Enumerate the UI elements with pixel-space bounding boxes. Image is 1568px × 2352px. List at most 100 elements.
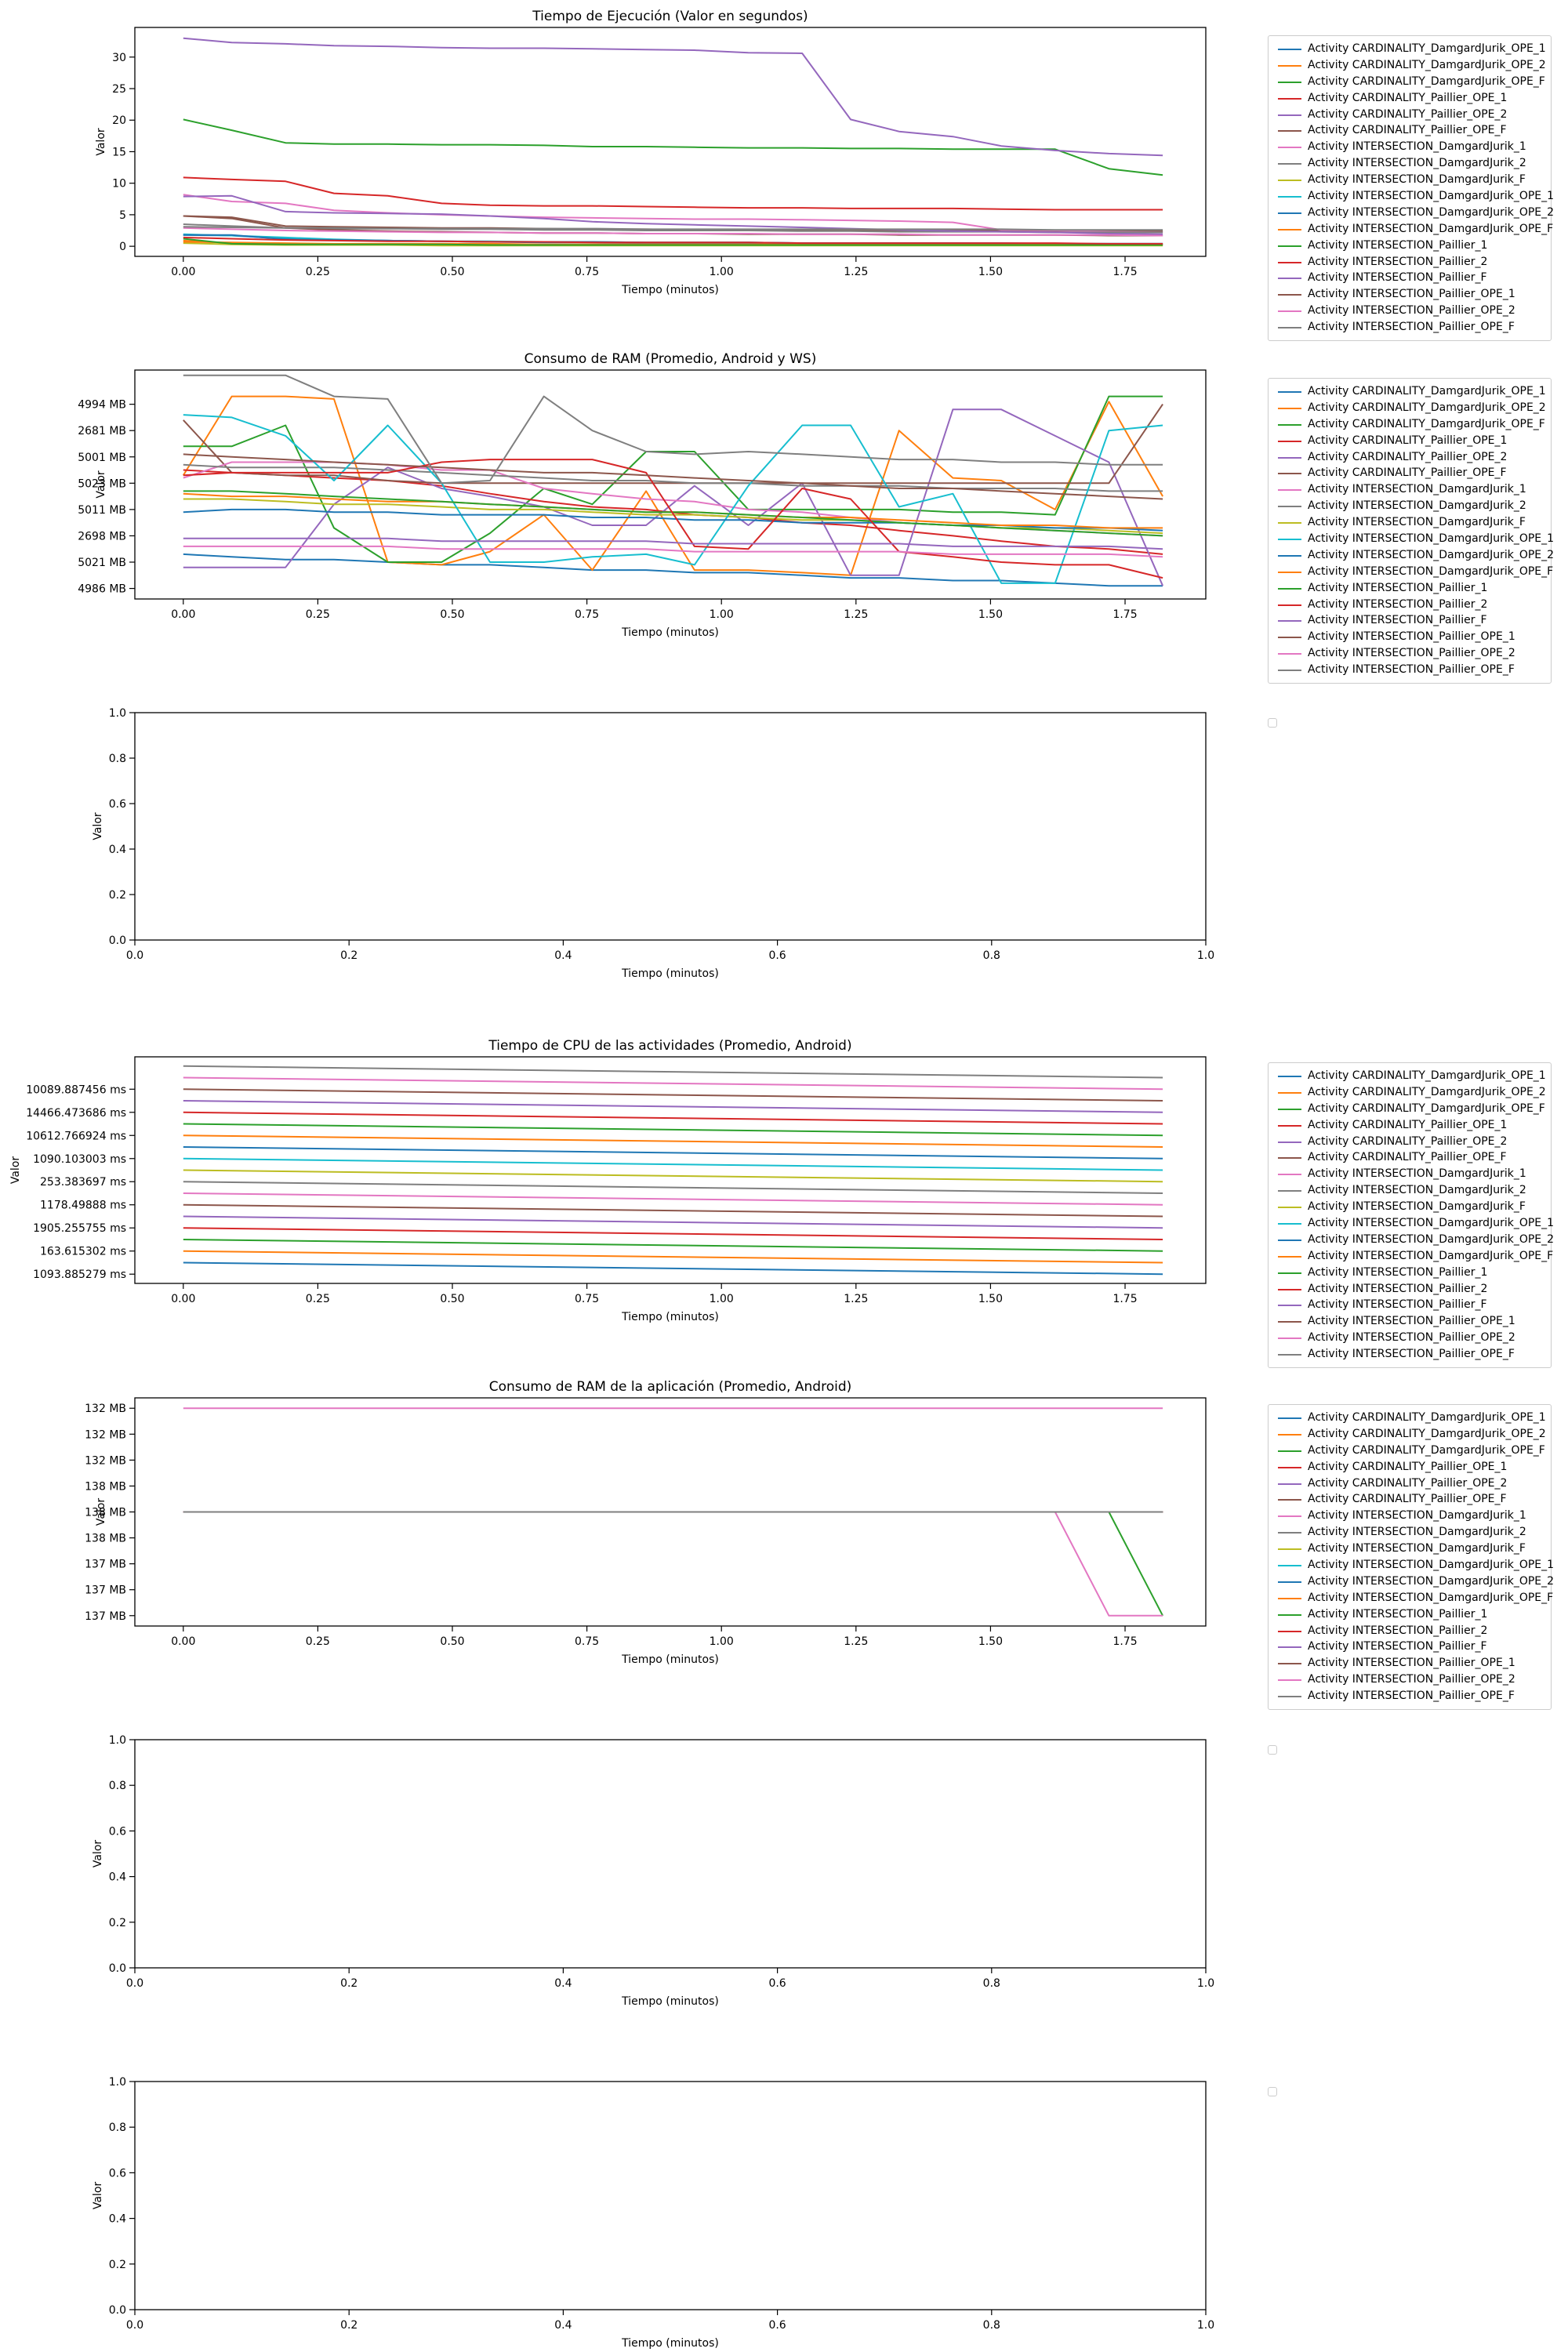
legend-item: Activity CARDINALITY_Paillier_OPE_1	[1269, 433, 1551, 449]
legend-swatch	[1278, 1532, 1301, 1534]
legend-item: Activity CARDINALITY_Paillier_OPE_1	[1269, 90, 1551, 107]
legend-label: Activity INTERSECTION_DamgardJurik_F	[1308, 1200, 1526, 1214]
legend-label: Activity CARDINALITY_DamgardJurik_OPE_2	[1308, 58, 1546, 71]
series-line	[183, 118, 1163, 176]
legend-label: Activity INTERSECTION_Paillier_F	[1308, 1298, 1487, 1312]
y-tick-label: 0.8	[109, 2122, 126, 2134]
legend-item: Activity CARDINALITY_Paillier_OPE_2	[1269, 449, 1551, 466]
x-tick-label: 1.50	[978, 608, 1003, 621]
legend-item: Activity INTERSECTION_DamgardJurik_OPE_1	[1269, 1215, 1554, 1232]
legend-swatch	[1278, 228, 1301, 230]
legend-item: Activity CARDINALITY_DamgardJurik_OPE_2	[1269, 1426, 1551, 1443]
series-line	[183, 408, 1164, 586]
legend-swatch	[1278, 407, 1301, 409]
legend-swatch	[1278, 1108, 1301, 1110]
x-axis-label: Tiempo (minutos)	[621, 1995, 719, 2008]
legend-item: Activity INTERSECTION_Paillier_OPE_1	[1269, 1655, 1551, 1671]
legend-label: Activity INTERSECTION_Paillier_OPE_1	[1308, 1315, 1515, 1328]
legend-item: Activity CARDINALITY_Paillier_OPE_2	[1269, 1475, 1551, 1492]
legend-label: Activity INTERSECTION_Paillier_1	[1308, 1265, 1488, 1279]
legend-label: Activity INTERSECTION_Paillier_2	[1308, 1282, 1488, 1295]
y-tick-label: 15	[112, 146, 126, 158]
legend-swatch	[1278, 1272, 1301, 1274]
series-line	[183, 492, 1163, 529]
y-tick-label: 0.0	[109, 935, 126, 947]
legend-item: Activity CARDINALITY_DamgardJurik_OPE_F	[1269, 416, 1551, 433]
legend-label: Activity CARDINALITY_DamgardJurik_OPE_F	[1308, 417, 1545, 430]
x-tick-label: 1.00	[710, 266, 734, 278]
legend-label: Activity INTERSECTION_Paillier_OPE_2	[1308, 647, 1515, 660]
chart-title: Tiempo de Ejecución (Valor en segundos)	[532, 9, 808, 24]
legend-swatch	[1278, 1450, 1301, 1452]
series-line	[183, 553, 1163, 587]
y-axis-label: Valor	[95, 128, 107, 156]
x-tick-label: 0.75	[575, 266, 599, 278]
legend-label: Activity INTERSECTION_DamgardJurik_OPE_2	[1308, 205, 1555, 219]
chart-3: 0.00 0.25 0.50 0.75 1.00 1.25 1.50 1.75 1093.885…	[9, 1038, 1207, 1323]
y-tick-label: 0.2	[109, 2259, 126, 2271]
series-line	[183, 226, 1163, 231]
legend-swatch	[1278, 130, 1301, 132]
axes-frame	[134, 1739, 1207, 1969]
x-tick-label: 1.00	[710, 1293, 734, 1305]
y-tick-label: 1.0	[109, 1734, 126, 1747]
legend-label: Activity INTERSECTION_Paillier_2	[1308, 255, 1488, 268]
legend-item: Activity INTERSECTION_DamgardJurik_OPE_2	[1269, 205, 1555, 221]
legend-item: Activity INTERSECTION_Paillier_OPE_2	[1269, 1330, 1551, 1346]
legend-item: Activity CARDINALITY_Paillier_OPE_1	[1269, 1117, 1551, 1134]
series-line	[182, 395, 1163, 576]
y-tick-label: 10	[112, 178, 126, 191]
y-tick-label: 0.6	[109, 798, 126, 811]
y-axis-label: Valor	[92, 812, 104, 840]
legend-item: Activity INTERSECTION_DamgardJurik_2	[1269, 1524, 1551, 1541]
legend-swatch	[1278, 653, 1301, 655]
x-tick-label: 0.4	[554, 949, 572, 962]
legend-swatch	[1278, 1091, 1301, 1094]
legend-label: Activity CARDINALITY_Paillier_OPE_F	[1308, 466, 1507, 480]
legend-item: Activity INTERSECTION_DamgardJurik_OPE_2	[1269, 1573, 1554, 1590]
x-tick-label: 1.0	[1197, 2319, 1214, 2332]
y-tick-label: 0.2	[109, 889, 126, 902]
legend-swatch	[1278, 147, 1301, 149]
legend-item: Activity INTERSECTION_DamgardJurik_F	[1269, 514, 1551, 531]
legend-item: Activity INTERSECTION_Paillier_OPE_F	[1269, 1688, 1551, 1704]
legend-swatch	[1278, 539, 1301, 541]
legend-label: Activity CARDINALITY_DamgardJurik_OPE_F	[1308, 74, 1545, 88]
legend-item: Activity INTERSECTION_Paillier_1	[1269, 1265, 1551, 1281]
series-line	[183, 227, 1163, 237]
legend-label: Activity CARDINALITY_Paillier_OPE_1	[1308, 1118, 1508, 1131]
legend-item: Activity CARDINALITY_DamgardJurik_OPE_1	[1269, 1410, 1551, 1426]
legend	[1268, 2087, 1277, 2096]
legend-label: Activity INTERSECTION_DamgardJurik_OPE_F	[1308, 564, 1554, 578]
y-tick-label: 132 MB	[85, 1428, 126, 1441]
x-tick-label: 1.25	[844, 1293, 868, 1305]
legend-item: Activity INTERSECTION_Paillier_OPE_F	[1269, 1346, 1551, 1363]
legend-swatch	[1278, 1076, 1301, 1077]
legend-swatch	[1278, 1124, 1301, 1127]
legend-swatch	[1278, 1157, 1301, 1160]
x-tick-label: 1.75	[1112, 266, 1137, 278]
legend-item: Activity INTERSECTION_DamgardJurik_OPE_1	[1269, 1557, 1554, 1573]
x-tick-label: 0.25	[306, 266, 330, 278]
series-line	[183, 176, 1163, 211]
chart-6: 0.0 0.2 0.4 0.6 0.8 1.0 0.0 0.2 0.4 0.6 0.8 1.0 Tiem…	[92, 2076, 1214, 2350]
legend-item: Activity INTERSECTION_DamgardJurik_OPE_2	[1269, 547, 1554, 564]
x-tick-label: 0.8	[983, 1977, 1000, 1990]
legend-swatch	[1278, 1305, 1301, 1307]
y-tick-label: 1.0	[109, 2076, 126, 2089]
series-line	[183, 545, 1163, 558]
series-line	[183, 1511, 1163, 1617]
legend-item: Activity CARDINALITY_DamgardJurik_OPE_1	[1269, 383, 1551, 400]
legend-swatch	[1278, 604, 1301, 606]
y-axis-label: Valor	[92, 1840, 104, 1868]
chart-title: Tiempo de CPU de las actividades (Promed…	[488, 1038, 851, 1054]
x-tick-label: 1.25	[844, 266, 868, 278]
legend-item: Activity INTERSECTION_DamgardJurik_F	[1269, 1541, 1551, 1557]
legend-label: Activity INTERSECTION_Paillier_2	[1308, 1624, 1488, 1637]
legend-label: Activity INTERSECTION_DamgardJurik_2	[1308, 1526, 1526, 1539]
legend-label: Activity CARDINALITY_DamgardJurik_OPE_1	[1308, 1069, 1546, 1082]
legend-item: Activity INTERSECTION_DamgardJurik_1	[1269, 1508, 1551, 1524]
legend-label: Activity INTERSECTION_DamgardJurik_F	[1308, 1542, 1526, 1555]
legend-item: Activity INTERSECTION_DamgardJurik_F	[1269, 172, 1551, 188]
